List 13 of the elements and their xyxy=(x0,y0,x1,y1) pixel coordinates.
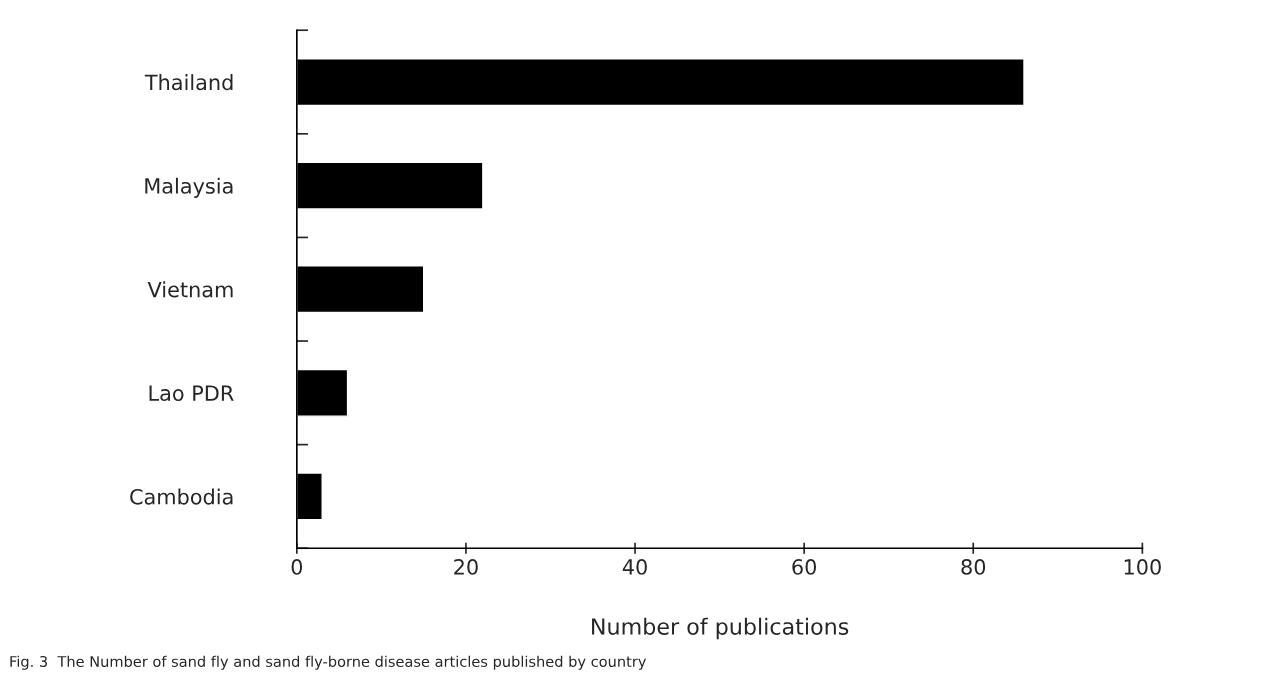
x-tick-label: 0 xyxy=(291,559,303,575)
x-tick-label: 20 xyxy=(454,559,478,575)
y-tick-label: Malaysia xyxy=(145,177,233,198)
y-tick-label: Lao PDR xyxy=(149,385,234,402)
x-axis-title: Number of publications xyxy=(592,617,849,640)
y-tick-label: Thailand xyxy=(144,74,233,91)
x-tick-label: 100 xyxy=(1124,559,1161,575)
x-tick-label: 60 xyxy=(792,559,817,575)
y-tick-label: Vietnam xyxy=(147,281,233,298)
y-tick-label: Cambodia xyxy=(130,488,233,505)
caption: Fig. 3 The Number of sand fly and sand fly-borne disease articles published by country xyxy=(10,655,646,670)
x-tick-label: 80 xyxy=(961,559,986,575)
x-tick-label: 40 xyxy=(622,559,647,575)
